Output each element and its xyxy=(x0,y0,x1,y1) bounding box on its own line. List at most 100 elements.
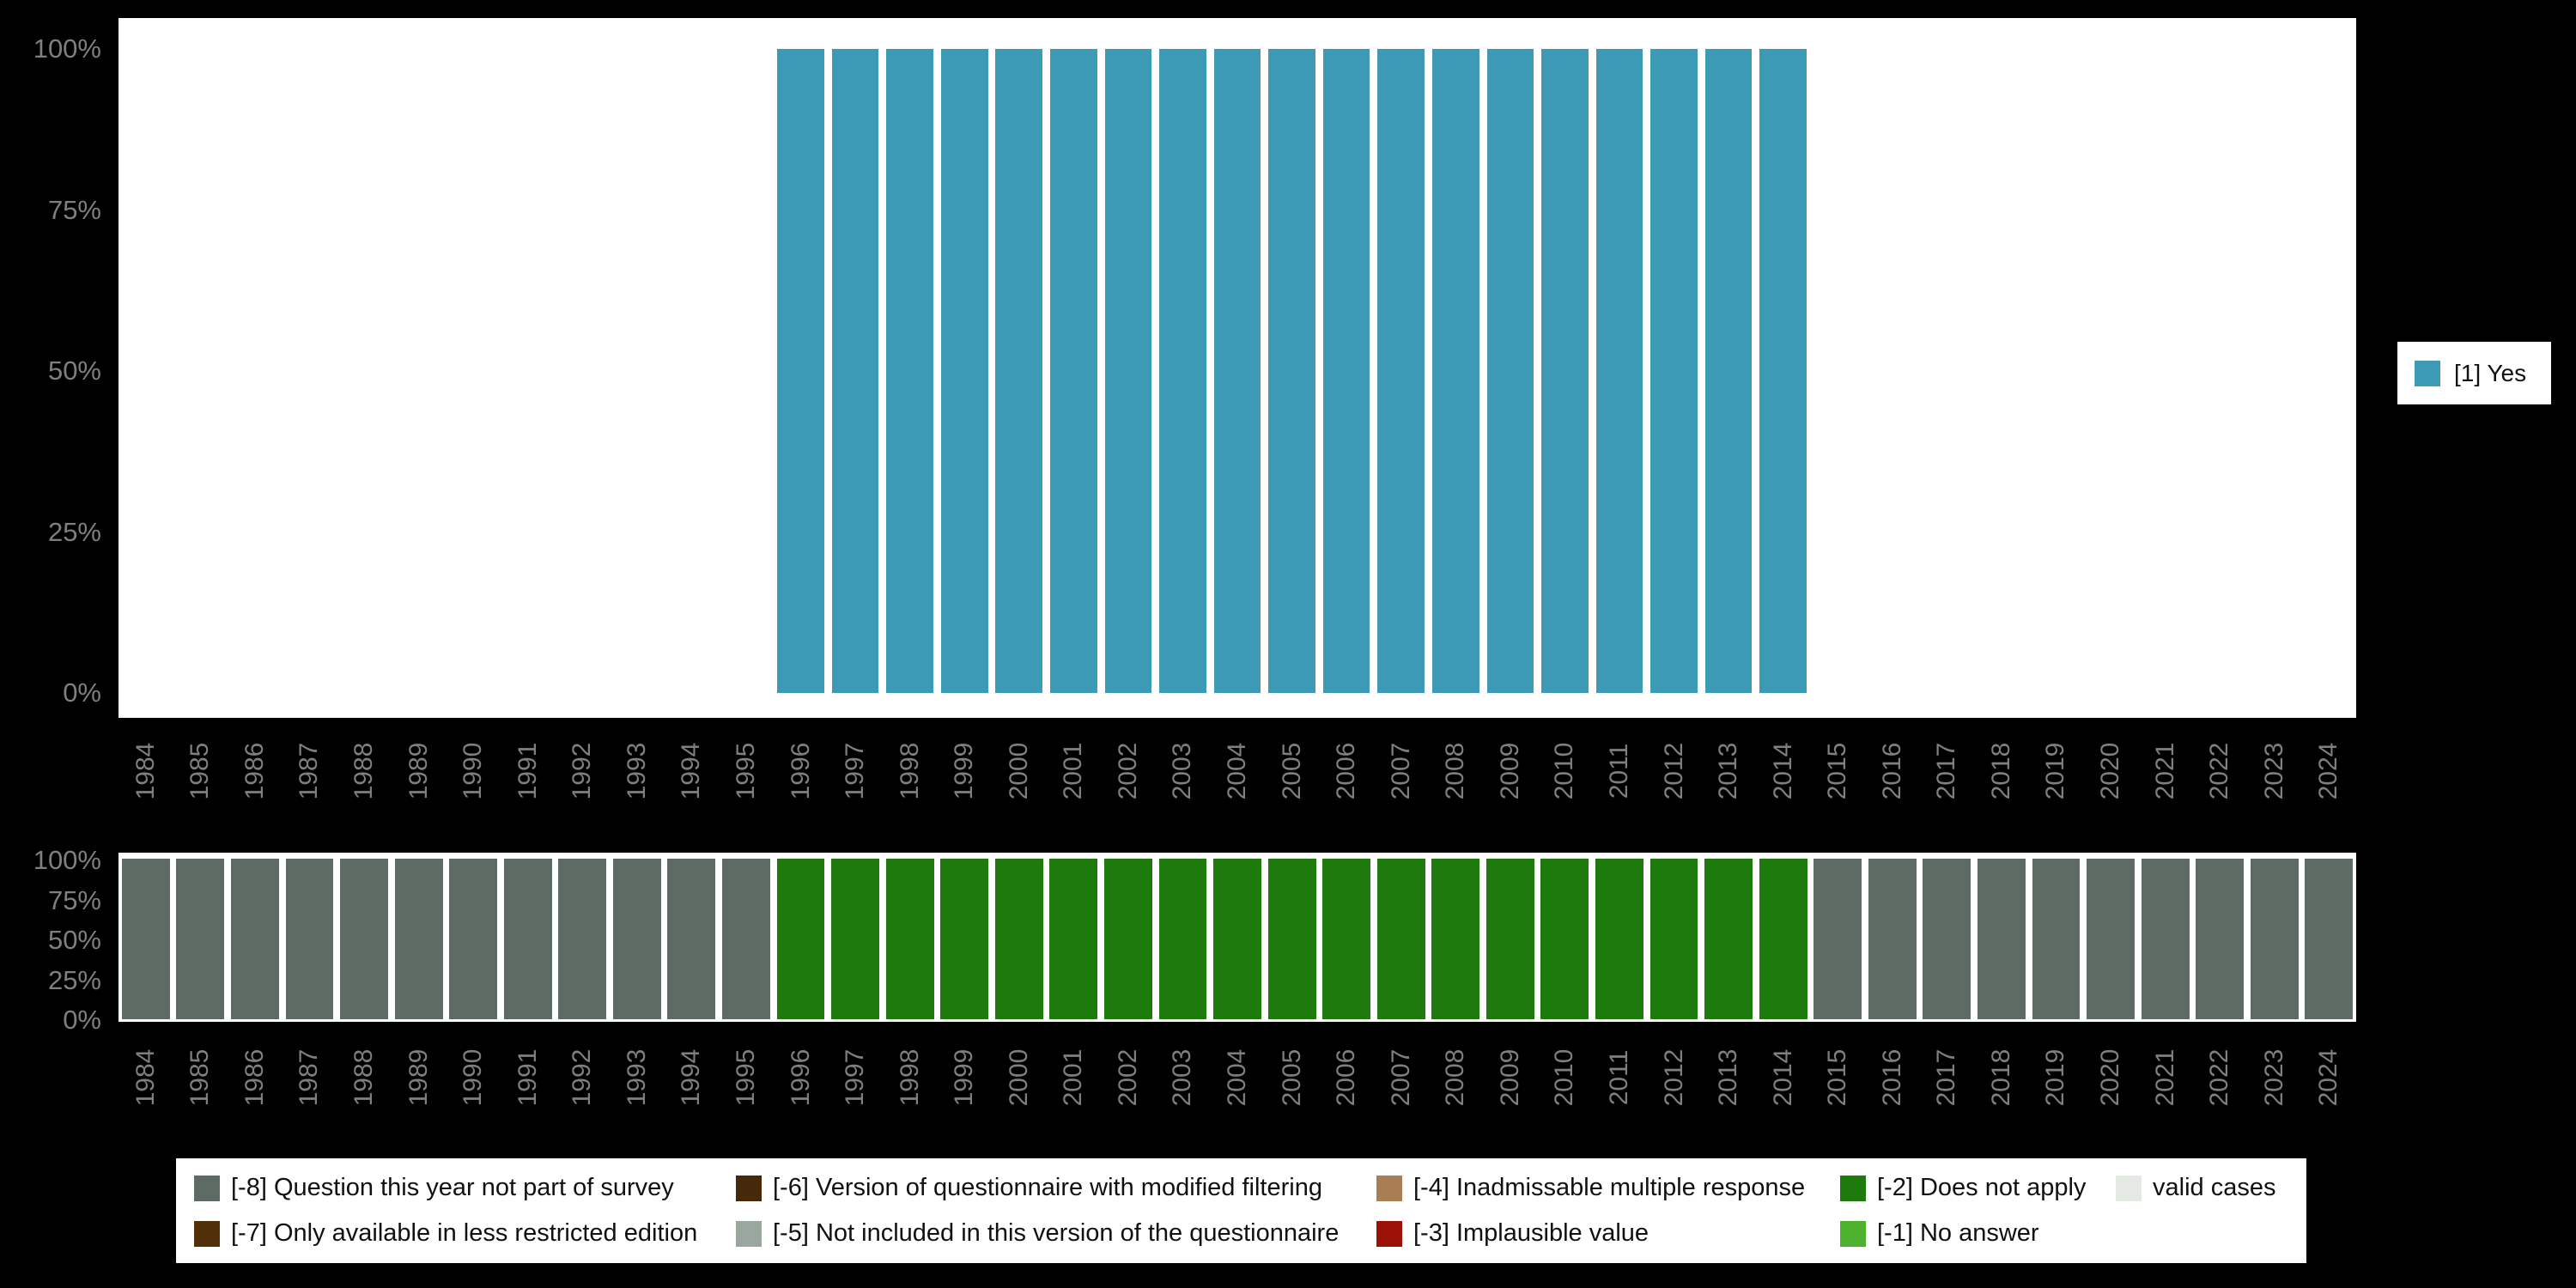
bar-slot-1995 xyxy=(719,49,774,693)
missing-bar-slot-2013 xyxy=(1701,859,1756,1019)
x-tick-label-2023: 2023 xyxy=(2259,1048,2288,1107)
x-tick: 1997 xyxy=(828,1033,883,1133)
x-tick-label-1984: 1984 xyxy=(131,1048,160,1107)
x-tick-label-2012: 2012 xyxy=(1659,1048,1688,1107)
legend-label: [-7] Only available in less restricted e… xyxy=(231,1219,698,1247)
x-tick: 2021 xyxy=(2138,726,2193,827)
legend-label: [-5] Not included in this version of the… xyxy=(773,1219,1340,1247)
x-tick-label-2019: 2019 xyxy=(2041,742,2070,800)
x-tick: 1991 xyxy=(501,1033,556,1133)
x-tick-label-2021: 2021 xyxy=(2150,742,2179,800)
x-tick: 1998 xyxy=(883,1033,938,1133)
bar-slot-2001 xyxy=(1047,49,1102,693)
x-tick-label-1990: 1990 xyxy=(459,1048,488,1107)
missing-bar-1997 xyxy=(831,859,880,1019)
missing-bar-2000 xyxy=(994,859,1043,1019)
x-tick-label-1998: 1998 xyxy=(895,1048,924,1107)
legend-label: valid cases xyxy=(2153,1174,2276,1201)
missing-bar-1990 xyxy=(449,859,498,1019)
x-tick: 2001 xyxy=(1047,726,1102,827)
bar-2011 xyxy=(1595,49,1643,693)
bar-slot-1986 xyxy=(228,49,283,693)
x-tick-label-1986: 1986 xyxy=(240,1048,269,1107)
x-tick: 1999 xyxy=(937,1033,992,1133)
x-tick: 2019 xyxy=(2029,1033,2084,1133)
x-tick-label-2013: 2013 xyxy=(1714,742,1743,800)
x-tick-label-1999: 1999 xyxy=(950,1048,979,1107)
x-tick: 2007 xyxy=(1374,726,1429,827)
missing-bar-slot-2001 xyxy=(1047,859,1102,1019)
x-tick: 2020 xyxy=(2083,1033,2138,1133)
x-tick: 1984 xyxy=(118,726,173,827)
bar-1998 xyxy=(886,49,933,693)
bar-slot-1992 xyxy=(556,49,611,693)
bar-2008 xyxy=(1431,49,1479,693)
x-tick-label-2006: 2006 xyxy=(1332,1048,1361,1107)
legend-item: [-2] Does not apply xyxy=(1840,1174,2116,1202)
x-tick-label-2001: 2001 xyxy=(1059,742,1088,800)
x-tick-label-1991: 1991 xyxy=(513,742,542,800)
missing-bar-slot-1987 xyxy=(283,859,337,1019)
x-tick-label-1987: 1987 xyxy=(295,1048,324,1107)
bar-2009 xyxy=(1486,49,1534,693)
x-tick: 2008 xyxy=(1429,1033,1484,1133)
legend-swatch xyxy=(194,1175,220,1201)
missing-bar-2009 xyxy=(1485,859,1534,1019)
missing-bar-2004 xyxy=(1213,859,1261,1019)
missing-bar-2023 xyxy=(2250,859,2299,1019)
missing-bar-slot-2024 xyxy=(2302,859,2357,1019)
bar-slot-2006 xyxy=(1319,49,1374,693)
missing-bar-2019 xyxy=(2032,859,2081,1019)
bar-2000 xyxy=(995,49,1043,693)
missing-bar-slot-1989 xyxy=(392,859,447,1019)
x-tick: 2017 xyxy=(1920,726,1975,827)
bar-2007 xyxy=(1377,49,1425,693)
bar-slot-2019 xyxy=(2029,49,2084,693)
missing-bar-2024 xyxy=(2305,859,2354,1019)
bar-slot-1999 xyxy=(937,49,992,693)
bar-slot-2022 xyxy=(2192,49,2247,693)
missing-bar-slot-1986 xyxy=(228,859,283,1019)
x-tick-label-2017: 2017 xyxy=(1932,1048,1961,1107)
x-tick-label-1993: 1993 xyxy=(622,1048,651,1107)
legend-swatch xyxy=(1840,1175,1866,1201)
x-tick: 2014 xyxy=(1756,726,1811,827)
x-tick: 2007 xyxy=(1374,1033,1429,1133)
missing-bar-1984 xyxy=(121,859,170,1019)
x-tick-label-1997: 1997 xyxy=(841,1048,870,1107)
x-tick: 1988 xyxy=(337,1033,392,1133)
x-tick: 1990 xyxy=(446,1033,501,1133)
x-tick-label-2014: 2014 xyxy=(1768,742,1797,800)
x-tick: 1985 xyxy=(173,726,228,827)
missing-bar-2001 xyxy=(1049,859,1098,1019)
x-tick: 1990 xyxy=(446,726,501,827)
missing-bar-slot-1997 xyxy=(828,859,883,1019)
missing-bar-2002 xyxy=(1103,859,1152,1019)
missing-bar-slot-2022 xyxy=(2192,859,2247,1019)
x-tick-label-2024: 2024 xyxy=(2314,742,2343,800)
x-tick-label-1992: 1992 xyxy=(568,742,597,800)
bar-slot-1988 xyxy=(337,49,392,693)
missing-bar-slot-2000 xyxy=(992,859,1047,1019)
x-tick-label-2023: 2023 xyxy=(2259,742,2288,800)
x-tick: 2019 xyxy=(2029,726,2084,827)
series-legend: [1] Yes xyxy=(2397,342,2551,404)
x-tick-label-1989: 1989 xyxy=(404,1048,433,1107)
legend-label: [-4] Inadmissable multiple response xyxy=(1413,1174,1806,1201)
legend-item: [-4] Inadmissable multiple response xyxy=(1376,1174,1840,1202)
x-tick-label-2009: 2009 xyxy=(1495,1048,1524,1107)
y-tick-label: 50% xyxy=(47,925,101,955)
bar-slot-1994 xyxy=(665,49,720,693)
x-tick-label-1985: 1985 xyxy=(185,1048,215,1107)
bar-slot-1996 xyxy=(774,49,829,693)
legend-swatch xyxy=(1840,1220,1866,1247)
legend-label: [-8] Question this year not part of surv… xyxy=(231,1174,674,1201)
x-tick-label-1993: 1993 xyxy=(622,742,651,800)
y-tick-label: 75% xyxy=(47,194,101,225)
bar-2006 xyxy=(1322,49,1370,693)
bar-slot-2016 xyxy=(1865,49,1920,693)
bar-slot-2003 xyxy=(1156,49,1211,693)
x-tick: 2002 xyxy=(1101,1033,1156,1133)
missing-bar-2020 xyxy=(2087,859,2135,1019)
x-tick: 2010 xyxy=(1538,1033,1593,1133)
